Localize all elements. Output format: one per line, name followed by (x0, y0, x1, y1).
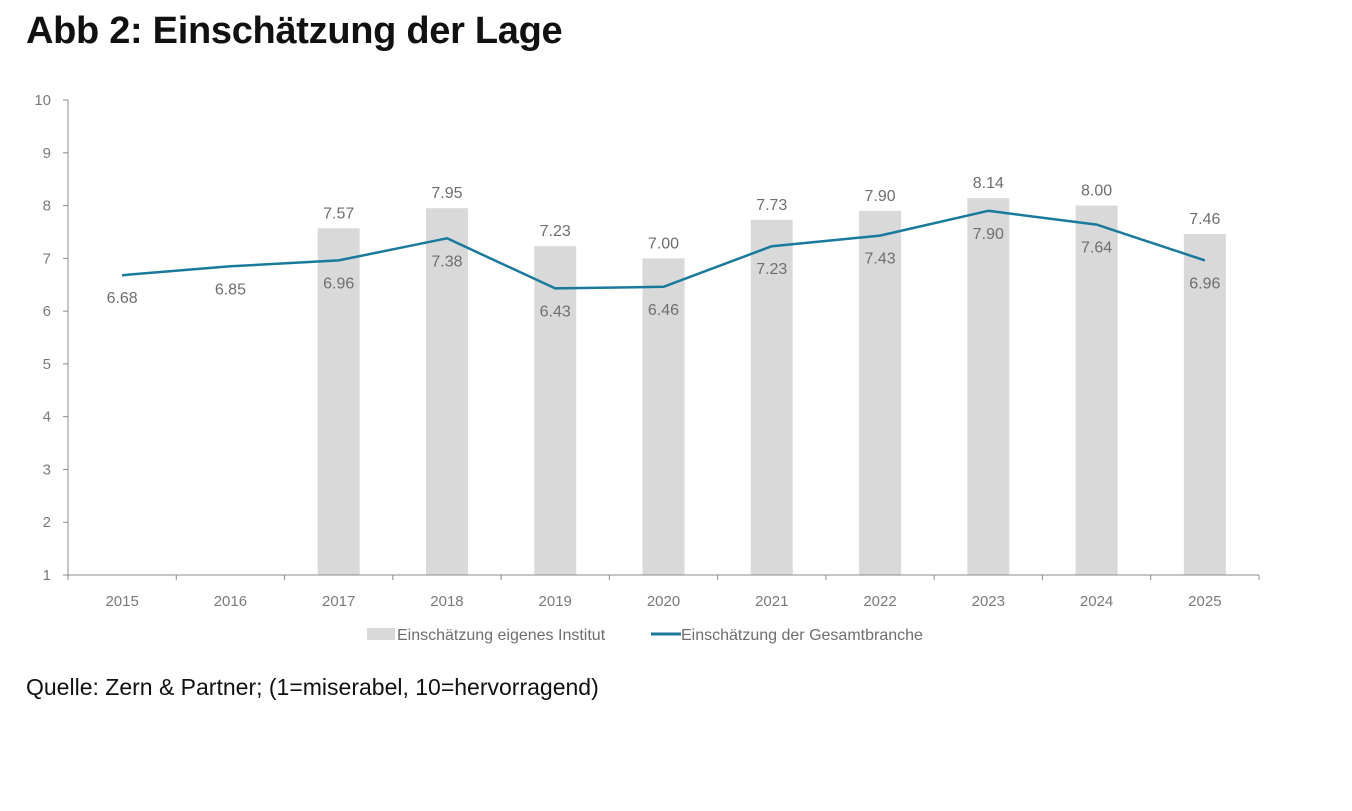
line-value-label: 7.43 (864, 251, 895, 268)
line-value-label: 6.96 (323, 275, 354, 292)
y-tick-label: 4 (43, 409, 51, 426)
y-tick-label: 6 (43, 303, 51, 320)
bar-2024 (1075, 205, 1118, 576)
line-value-label: 6.46 (648, 302, 679, 319)
x-tick-label: 2018 (430, 593, 463, 610)
bar-2022 (859, 210, 902, 576)
x-tick-label: 2023 (972, 593, 1005, 610)
line-value-label: 6.68 (107, 290, 138, 307)
line-value-label: 7.23 (756, 261, 787, 278)
x-tick-label: 2021 (755, 593, 788, 610)
bars-group (317, 198, 1226, 576)
x-tick-label: 2024 (1080, 593, 1113, 610)
bar-value-label: 7.90 (864, 188, 895, 205)
bar-2025 (1183, 234, 1226, 576)
bar-2018 (425, 208, 468, 575)
bar-2023 (967, 198, 1010, 575)
line-value-label: 6.85 (215, 281, 246, 298)
series-line-gesamtbranche (121, 209, 1206, 290)
bar-value-label: 7.57 (323, 205, 354, 222)
y-tick-label: 3 (43, 461, 51, 478)
bar-value-label: 7.23 (540, 223, 571, 240)
bar-value-label: 7.00 (648, 235, 679, 252)
bar-2021 (750, 219, 793, 576)
line-value-label: 7.64 (1081, 240, 1112, 257)
legend: Einschätzung eigenes Institut Einschätzun… (367, 627, 923, 644)
line-value-label: 7.38 (431, 253, 462, 270)
bar-value-label: 7.73 (756, 197, 787, 214)
bar-value-label: 7.46 (1189, 211, 1220, 228)
line-group (121, 209, 1206, 290)
chart-title: Abb 2: Einschätzung der Lage (26, 10, 563, 52)
x-tick-label: 2015 (105, 593, 138, 610)
y-tick-label: 1 (43, 567, 51, 584)
bar-2020 (642, 258, 685, 575)
y-tick-label: 9 (43, 145, 51, 162)
bar-2019 (534, 246, 577, 575)
line-value-label: 6.96 (1189, 275, 1220, 292)
legend-label-gesamtbranche: Einschätzung der Gesamtbranche (681, 627, 923, 644)
bar-2017 (317, 228, 360, 575)
data-labels-group: 7.57 7.95 7.23 7.00 7.73 7.90 8.14 8.00 7.46 6.68… (107, 175, 1221, 320)
legend-swatch-institut (367, 628, 395, 640)
x-tick-label: 2025 (1188, 593, 1221, 610)
x-tick-label: 2017 (322, 593, 355, 610)
axes-group: 1 2 3 4 5 6 7 8 9 10 2015 2016 2017 2018 2019 2020 2021 2… (34, 92, 1260, 610)
x-tick-label: 2020 (647, 593, 680, 610)
y-tick-label: 2 (43, 514, 51, 531)
bar-value-label: 7.95 (431, 185, 462, 202)
y-tick-label: 5 (43, 356, 51, 373)
source-note: Quelle: Zern & Partner; (1=miserabel, 10… (26, 674, 599, 700)
bar-value-label: 8.14 (973, 175, 1004, 192)
line-value-label: 6.43 (540, 303, 571, 320)
x-tick-label: 2019 (539, 593, 572, 610)
bar-value-label: 8.00 (1081, 183, 1112, 200)
x-tick-label: 2022 (863, 593, 896, 610)
legend-label-institut: Einschätzung eigenes Institut (397, 627, 606, 644)
x-tick-label: 2016 (214, 593, 247, 610)
y-tick-label: 8 (43, 198, 51, 215)
y-tick-label: 10 (34, 92, 51, 109)
line-value-label: 7.90 (973, 226, 1004, 243)
y-tick-label: 7 (43, 250, 51, 267)
